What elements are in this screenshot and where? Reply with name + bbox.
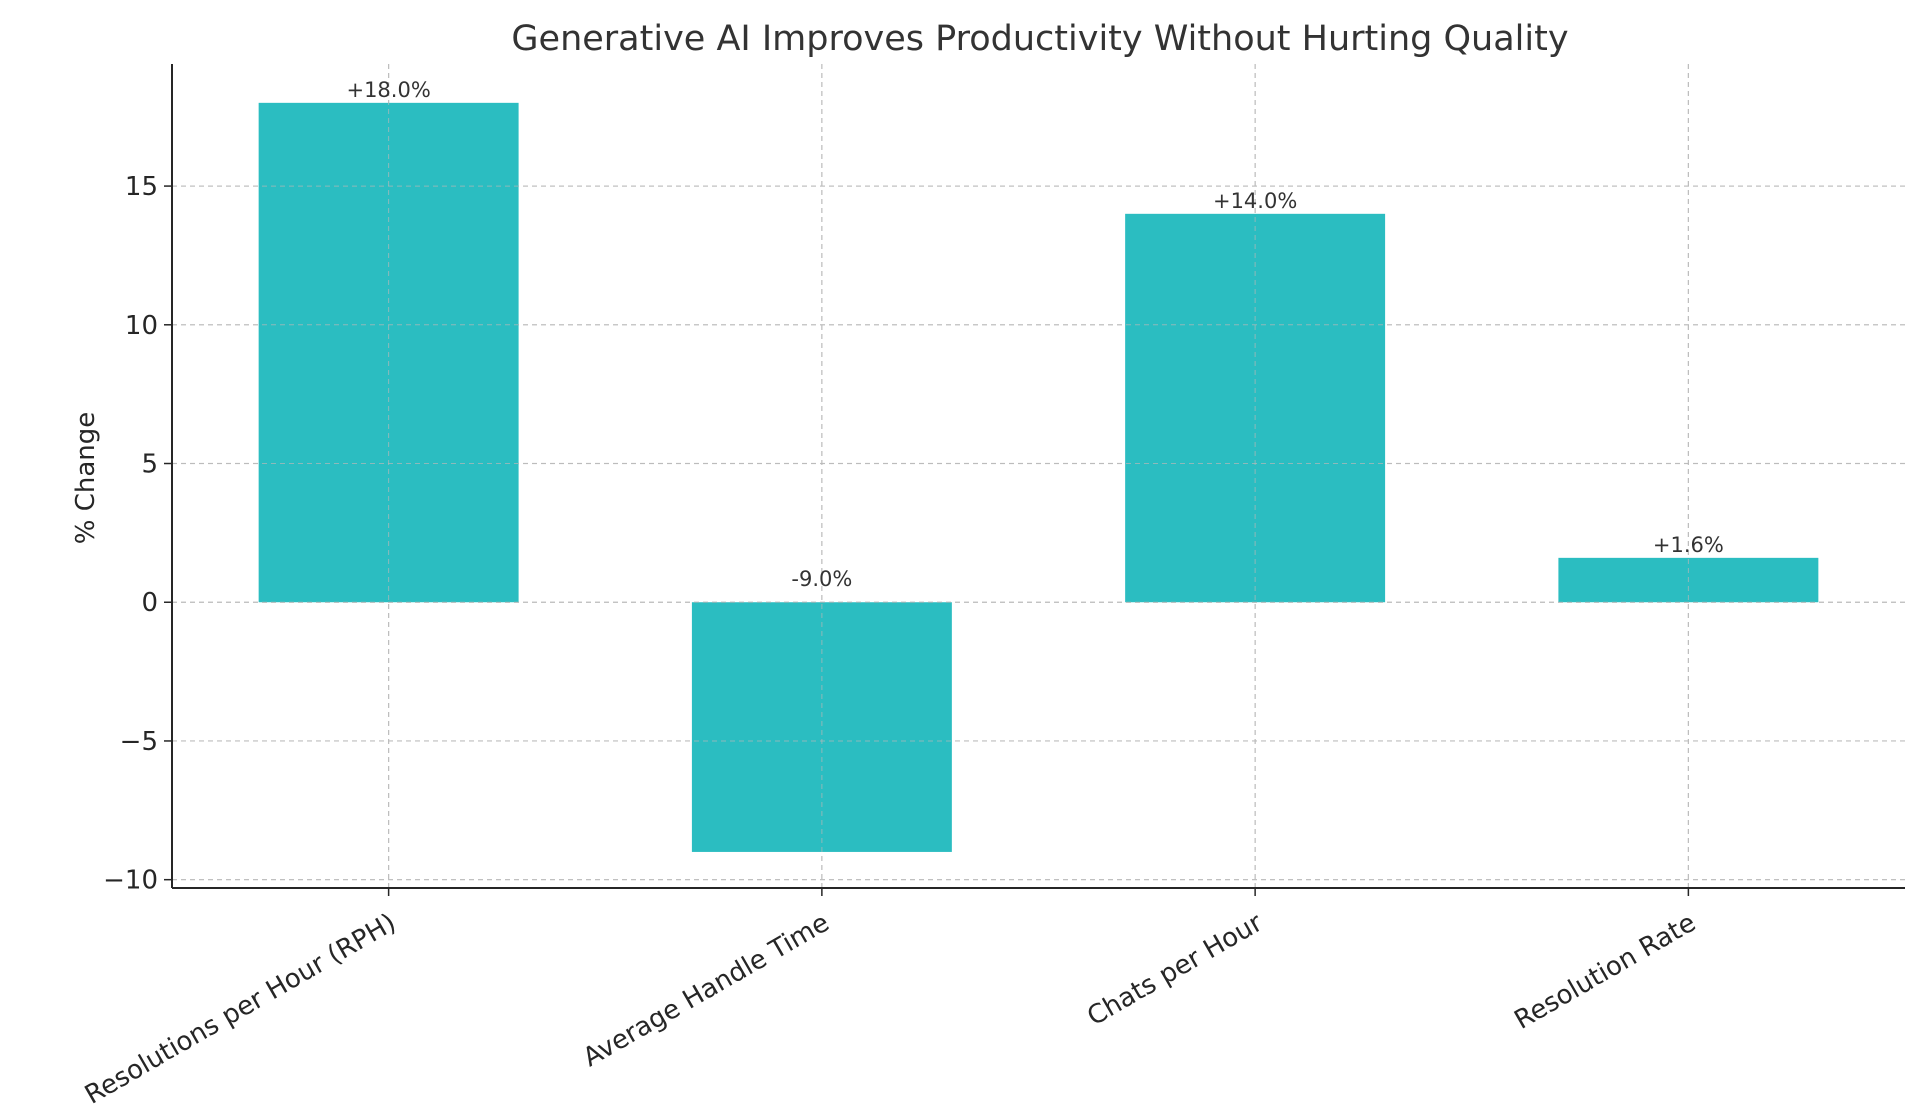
y-tick-label: 0 [141, 588, 158, 618]
y-tick-label: −5 [120, 727, 158, 757]
y-tick-label: −10 [103, 866, 158, 896]
y-tick-label: 5 [141, 450, 158, 480]
data-label: -9.0% [791, 567, 852, 591]
data-labels: +18.0% -9.0% +14.0% +1.6% [346, 78, 1723, 591]
data-label: +1.6% [1653, 533, 1724, 557]
y-tick-label: 10 [125, 311, 158, 341]
bars [172, 64, 1905, 888]
chart-title: Generative AI Improves Productivity With… [511, 19, 1568, 59]
data-label: +18.0% [346, 78, 430, 102]
data-label: +14.0% [1213, 189, 1297, 213]
axes [171, 64, 1905, 889]
y-ticks: −10 −5 0 5 10 15 [103, 172, 172, 896]
y-tick-label: 15 [125, 172, 158, 202]
y-axis-label: % Change [71, 412, 101, 545]
